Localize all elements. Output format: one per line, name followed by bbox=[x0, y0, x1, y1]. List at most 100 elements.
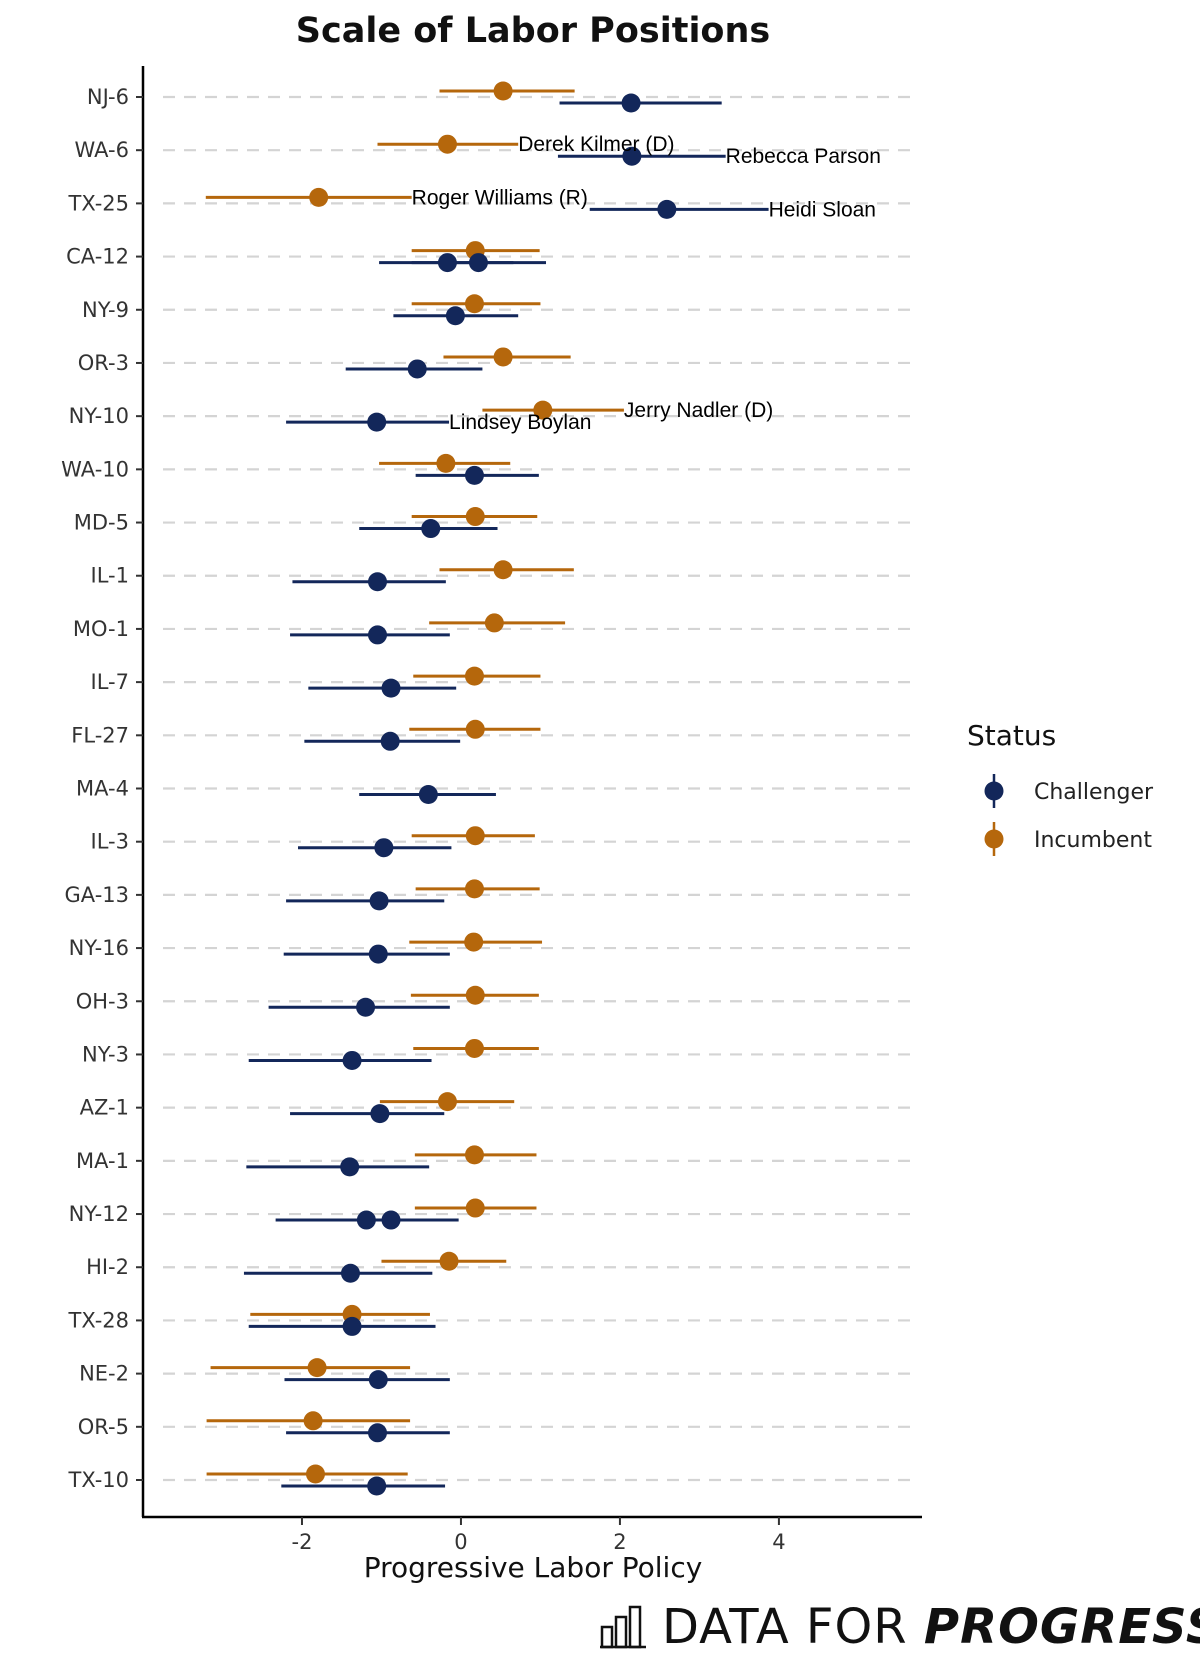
challenger-point bbox=[340, 1263, 360, 1283]
candidate-label: Heidi Sloan bbox=[769, 198, 876, 221]
legend-title: Status bbox=[967, 719, 1056, 752]
challenger-point bbox=[464, 465, 484, 485]
x-tick-label: -2 bbox=[292, 1530, 313, 1554]
y-tick-label: TX-25 bbox=[68, 191, 129, 215]
y-tick-label: AZ-1 bbox=[80, 1096, 129, 1120]
y-tick-label: MO-1 bbox=[73, 617, 129, 641]
y-tick-label: MA-4 bbox=[76, 777, 129, 801]
incumbent-point bbox=[436, 453, 456, 473]
incumbent-point bbox=[465, 719, 485, 739]
y-tick-label: IL-7 bbox=[91, 670, 129, 694]
incumbent-point bbox=[437, 1092, 457, 1112]
y-tick-label: MA-1 bbox=[76, 1149, 129, 1173]
challenger-point bbox=[374, 838, 394, 858]
y-tick-label: NY-10 bbox=[69, 404, 129, 428]
challenger-point bbox=[342, 1050, 362, 1070]
challenger-point bbox=[445, 306, 465, 326]
x-axis-ticks: -2 0 2 4 bbox=[292, 1517, 786, 1554]
incumbent-point bbox=[303, 1411, 323, 1431]
incumbent-point bbox=[464, 932, 484, 952]
incumbent-point bbox=[465, 507, 485, 527]
legend-label: Incumbent bbox=[1034, 828, 1152, 853]
y-tick-label: IL-3 bbox=[91, 830, 129, 854]
legend-key-point bbox=[984, 781, 1004, 801]
incumbent-point bbox=[464, 879, 484, 899]
bar-chart-icon bbox=[600, 1605, 646, 1648]
incumbent-point bbox=[493, 81, 513, 101]
challenger-point bbox=[368, 944, 388, 964]
y-tick-label: TX-28 bbox=[68, 1308, 129, 1332]
challenger-point bbox=[367, 1476, 387, 1496]
incumbent-point bbox=[309, 187, 329, 207]
x-tick-label: 4 bbox=[772, 1530, 785, 1554]
y-tick-label: CA-12 bbox=[66, 245, 129, 269]
incumbent-point bbox=[484, 613, 504, 633]
chart: Scale of Labor Positions Derek Kilmer (D… bbox=[61, 11, 1154, 1584]
annotations: Derek Kilmer (D) Roger Williams (R) Jerry … bbox=[412, 133, 881, 434]
brand-name: DATA FOR PROGRESS bbox=[662, 1599, 1200, 1655]
challenger-point bbox=[468, 253, 488, 273]
y-tick-label: HI-2 bbox=[86, 1255, 129, 1279]
challenger-point bbox=[437, 253, 457, 273]
challenger-point bbox=[342, 1316, 362, 1336]
incumbent-point bbox=[464, 294, 484, 314]
y-tick-label: NY-3 bbox=[82, 1042, 129, 1066]
incumbent-point bbox=[437, 134, 457, 154]
incumbent-point bbox=[464, 1145, 484, 1165]
y-tick-label: OR-5 bbox=[78, 1415, 129, 1439]
challenger-point bbox=[367, 1423, 387, 1443]
legend-label: Challenger bbox=[1034, 780, 1154, 805]
candidate-label: Roger Williams (R) bbox=[412, 186, 588, 209]
challenger-point bbox=[370, 1104, 390, 1124]
incumbent-point bbox=[305, 1464, 325, 1484]
y-tick-label: NY-9 bbox=[82, 298, 129, 322]
incumbent-point bbox=[307, 1358, 327, 1378]
y-tick-label: WA-10 bbox=[61, 457, 129, 481]
challenger-point bbox=[381, 1210, 401, 1230]
challenger-point bbox=[340, 1157, 360, 1177]
candidate-label: Rebecca Parson bbox=[726, 145, 881, 168]
brand-logo: DATA FOR PROGRESS bbox=[600, 1599, 1200, 1655]
challenger-point bbox=[380, 731, 400, 751]
challenger-point bbox=[418, 785, 438, 804]
y-tick-label: MD-5 bbox=[74, 511, 129, 535]
legend: Status Challenger Incumbent bbox=[967, 719, 1154, 856]
y-tick-label: FL-27 bbox=[71, 723, 129, 747]
challenger-point bbox=[407, 359, 427, 379]
incumbent-series bbox=[205, 81, 624, 1484]
challenger-point bbox=[381, 678, 401, 698]
incumbent-point bbox=[465, 1198, 485, 1218]
candidate-label: Derek Kilmer (D) bbox=[518, 133, 674, 156]
x-tick-label: 2 bbox=[613, 1530, 626, 1554]
challenger-point bbox=[367, 572, 387, 592]
y-tick-label: IL-1 bbox=[91, 564, 129, 588]
challenger-point bbox=[356, 997, 376, 1017]
axes bbox=[141, 66, 922, 1519]
candidate-label: Lindsey Boylan bbox=[449, 411, 591, 434]
brand-name-bold: PROGRESS bbox=[923, 1598, 1200, 1655]
challenger-point bbox=[621, 93, 641, 113]
legend-key-point bbox=[984, 829, 1004, 849]
y-tick-label: WA-6 bbox=[75, 138, 129, 162]
y-tick-label: OH-3 bbox=[76, 989, 129, 1013]
brand-name-regular: DATA FOR bbox=[662, 1598, 908, 1655]
challenger-point bbox=[356, 1210, 376, 1230]
y-tick-label: NY-12 bbox=[69, 1202, 129, 1226]
incumbent-point bbox=[464, 666, 484, 686]
y-tick-label: NJ-6 bbox=[87, 85, 129, 109]
x-axis-title: Progressive Labor Policy bbox=[364, 1551, 703, 1584]
incumbent-point bbox=[533, 400, 553, 420]
y-tick-label: NY-16 bbox=[69, 936, 129, 960]
chart-title: Scale of Labor Positions bbox=[296, 11, 770, 51]
y-tick-label: TX-10 bbox=[68, 1468, 129, 1492]
x-tick-label: 0 bbox=[454, 1530, 467, 1554]
challenger-point bbox=[622, 146, 642, 166]
challenger-point bbox=[368, 1370, 388, 1390]
challenger-point bbox=[367, 625, 387, 645]
challenger-point bbox=[369, 891, 389, 911]
y-tick-label: GA-13 bbox=[65, 883, 129, 907]
challenger-point bbox=[367, 412, 387, 432]
challenger-point bbox=[657, 199, 677, 219]
incumbent-point bbox=[493, 560, 513, 580]
y-tick-label: NE-2 bbox=[79, 1362, 129, 1386]
